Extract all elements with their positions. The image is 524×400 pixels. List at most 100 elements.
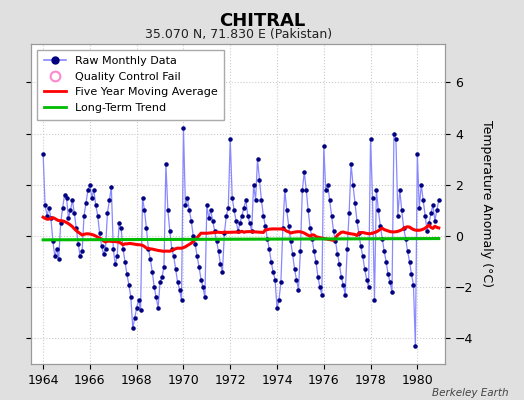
Point [421,212,429,219]
Legend: Raw Monthly Data, Quality Control Fail, Five Year Moving Average, Long-Term Tren: Raw Monthly Data, Quality Control Fail, … [37,50,224,120]
Point [347,161,355,168]
Point [111,261,119,267]
Point [222,212,231,219]
Point [214,248,223,254]
Point [47,215,55,221]
Point [228,194,236,201]
Point [318,292,326,298]
Point [100,251,108,257]
Point [101,246,110,252]
Point [380,248,388,254]
Point [364,284,373,290]
Point [163,207,172,214]
Point [411,343,420,349]
Point [189,233,198,239]
Point [130,315,139,321]
Point [226,136,234,142]
Point [74,240,82,247]
Point [392,136,400,142]
Point [51,253,59,260]
Point [382,258,390,265]
Point [331,238,340,244]
Point [409,282,418,288]
Point [246,220,254,226]
Point [353,218,361,224]
Point [298,187,307,193]
Point [384,271,392,278]
Point [86,182,94,188]
Point [95,230,104,237]
Point [294,286,303,293]
Point [419,197,428,203]
Point [343,246,352,252]
Point [113,253,122,260]
Point [148,269,157,275]
Point [355,230,363,237]
Point [193,253,201,260]
Point [247,228,256,234]
Point [242,197,250,203]
Point [127,294,135,301]
Point [76,253,84,260]
Point [323,182,332,188]
Point [209,218,217,224]
Point [275,297,283,303]
Point [277,279,285,285]
Point [267,258,275,265]
Point [337,274,345,280]
Point [80,212,88,219]
Point [195,264,203,270]
Point [265,246,274,252]
Point [138,194,147,201]
Point [287,238,295,244]
Point [187,218,195,224]
Point [259,212,268,219]
Point [282,207,291,214]
Point [370,297,379,303]
Point [125,282,133,288]
Point [399,225,408,232]
Point [345,210,353,216]
Point [45,205,53,211]
Point [171,266,180,272]
Point [152,294,160,301]
Point [88,194,96,201]
Point [203,202,211,208]
Point [62,194,71,201]
Text: Berkeley Earth: Berkeley Earth [432,388,508,398]
Point [314,274,322,280]
Point [219,269,227,275]
Point [181,202,190,208]
Point [57,220,65,226]
Point [285,222,293,229]
Point [429,202,437,208]
Point [361,266,369,272]
Point [146,256,155,262]
Point [335,261,344,267]
Point [315,284,324,290]
Point [328,212,336,219]
Point [109,246,117,252]
Point [434,197,443,203]
Point [133,304,141,311]
Point [117,225,125,232]
Point [176,286,184,293]
Point [406,258,414,265]
Point [204,215,213,221]
Point [170,253,178,260]
Point [302,187,310,193]
Point [78,248,86,254]
Point [59,205,67,211]
Point [401,235,410,242]
Point [249,182,258,188]
Point [341,292,350,298]
Point [136,307,145,314]
Point [376,222,385,229]
Point [199,284,207,290]
Point [97,243,106,250]
Point [212,238,221,244]
Point [396,187,404,193]
Point [330,228,338,234]
Point [121,258,129,265]
Point [403,248,412,254]
